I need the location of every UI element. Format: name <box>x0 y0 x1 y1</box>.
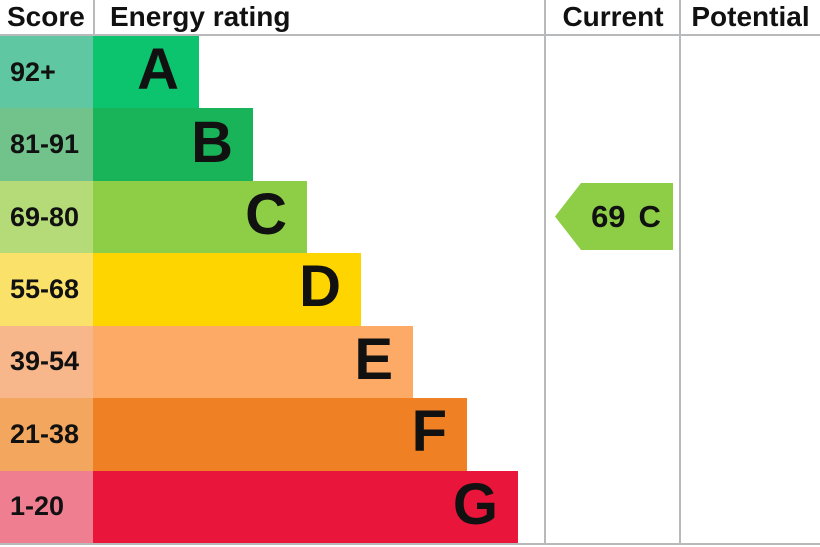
bar-area: D <box>93 253 545 326</box>
header-divider-line <box>0 34 820 36</box>
band-letter-g: G <box>452 471 498 537</box>
score-range-d: 55-68 <box>0 253 93 326</box>
band-row-c: 69-80 C <box>0 180 820 254</box>
band-bar-b: B <box>93 108 253 181</box>
bar-area: F <box>93 398 545 471</box>
bar-area: C <box>93 180 545 254</box>
band-letter-f: F <box>411 399 447 465</box>
band-row-b: 81-91 B <box>0 108 820 181</box>
potential-column-divider <box>679 0 681 545</box>
band-letter-e: E <box>354 326 393 392</box>
band-letter-a: A <box>137 37 179 103</box>
band-rows: 92+ A 81-91 B 69-80 C 55-6 <box>0 36 820 543</box>
bar-area: G <box>93 470 545 543</box>
band-bar-e: E <box>93 325 413 399</box>
current-header: Current <box>562 1 664 32</box>
bar-area: B <box>93 108 545 181</box>
band-letter-b: B <box>191 109 233 175</box>
band-row-a: 92+ A <box>0 36 820 109</box>
band-row-e: 39-54 E <box>0 325 820 399</box>
score-range-g: 1-20 <box>0 470 93 543</box>
bar-area: E <box>93 325 545 399</box>
band-bar-d: D <box>93 253 361 326</box>
score-header: Score <box>7 1 85 32</box>
header-row: Score Energy rating Current Potential <box>0 0 820 34</box>
bottom-border-line <box>0 543 820 545</box>
current-rating-marker: 69 C <box>555 183 673 250</box>
band-bar-g: G <box>93 470 518 543</box>
band-row-g: 1-20 G <box>0 470 820 543</box>
bar-area: A <box>93 36 545 109</box>
score-range-a: 92+ <box>0 36 93 109</box>
band-row-f: 21-38 F <box>0 398 820 471</box>
score-range-f: 21-38 <box>0 398 93 471</box>
current-column-divider <box>544 0 546 545</box>
potential-header: Potential <box>691 1 810 32</box>
band-row-d: 55-68 D <box>0 253 820 326</box>
score-range-b: 81-91 <box>0 108 93 181</box>
score-range-e: 39-54 <box>0 325 93 399</box>
band-bar-c: C <box>93 180 307 254</box>
score-range-c: 69-80 <box>0 180 93 254</box>
current-rating-value: 69 <box>591 198 626 234</box>
band-letter-c: C <box>245 182 287 248</box>
current-rating-band: C <box>638 198 661 234</box>
energy-rating-header: Energy rating <box>110 1 291 32</box>
score-column-divider <box>93 0 95 34</box>
band-letter-d: D <box>299 254 341 320</box>
band-bar-f: F <box>93 398 467 471</box>
band-bar-a: A <box>93 36 199 109</box>
